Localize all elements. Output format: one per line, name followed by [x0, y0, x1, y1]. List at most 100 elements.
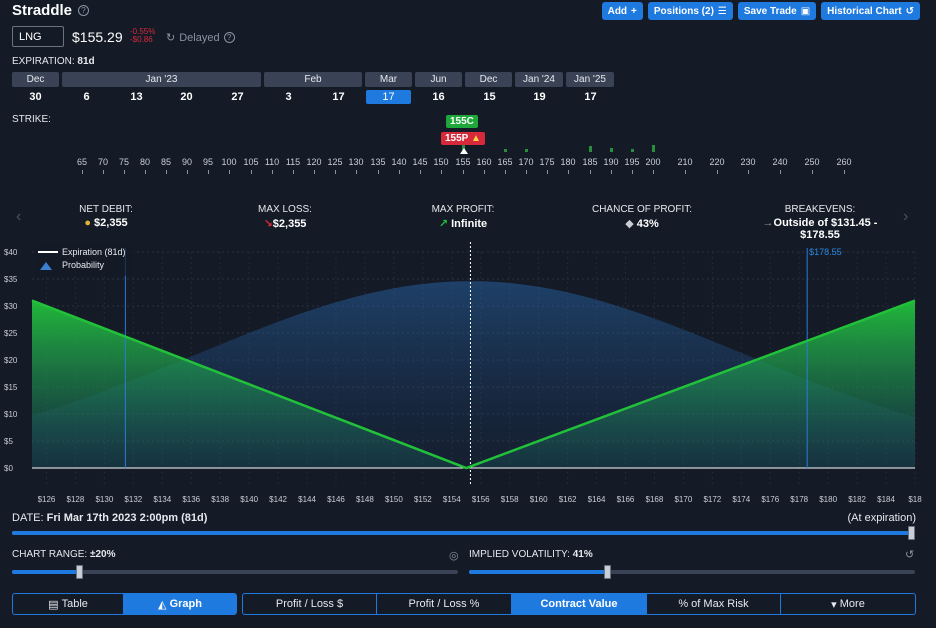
- right-arrow-icon: →: [762, 217, 774, 229]
- strike-19[interactable]: 160: [476, 157, 492, 167]
- undo-icon[interactable]: ↺: [905, 549, 915, 561]
- expiration-day-8[interactable]: 16: [432, 91, 445, 103]
- strike-17[interactable]: 150: [433, 157, 449, 167]
- chevron-down-icon: ▾: [831, 598, 837, 611]
- tab-profit-loss-pct[interactable]: Profit / Loss %: [377, 594, 512, 614]
- month-4[interactable]: Jun: [415, 72, 462, 87]
- strike-24[interactable]: 185: [582, 157, 598, 167]
- tab-profit-loss-dollar[interactable]: Profit / Loss $: [243, 594, 377, 614]
- strike-mark: [187, 170, 188, 174]
- tab-table[interactable]: ▤ Table: [13, 594, 125, 614]
- strike-26[interactable]: 195: [624, 157, 640, 167]
- add-button[interactable]: Add +: [601, 2, 643, 20]
- tab-graph[interactable]: ◭ Graph: [124, 594, 236, 614]
- refresh-icon[interactable]: ↻: [166, 32, 176, 44]
- strike-8[interactable]: 105: [243, 157, 259, 167]
- put-strike-badge-label: 155P: [445, 133, 469, 144]
- x-tick-label: $144: [298, 495, 316, 504]
- expiration-day-11[interactable]: 17: [584, 91, 597, 103]
- ticker-input[interactable]: [12, 26, 64, 47]
- range-slider-track[interactable]: [12, 570, 458, 574]
- strike-23[interactable]: 180: [560, 157, 576, 167]
- strike-30[interactable]: 230: [740, 157, 756, 167]
- strike-20[interactable]: 165: [497, 157, 513, 167]
- month-2[interactable]: Feb: [264, 72, 362, 87]
- strike-mark: [356, 170, 357, 174]
- table-icon: ▤: [48, 598, 59, 611]
- strike-13[interactable]: 130: [348, 157, 364, 167]
- strike-18[interactable]: 155: [455, 157, 471, 167]
- strike-14[interactable]: 135: [370, 157, 386, 167]
- payoff-line: [31, 299, 916, 470]
- strike-27[interactable]: 200: [645, 157, 661, 167]
- breakevens-label: BREAKEVENS:: [784, 204, 856, 215]
- strike-2[interactable]: 75: [118, 157, 130, 167]
- y-tick-label: $30: [4, 302, 18, 311]
- open-interest-bar: [525, 149, 528, 152]
- iv-reset-icon[interactable]: ◎: [449, 550, 459, 562]
- call-strike-badge[interactable]: 155C: [446, 115, 478, 128]
- stats-prev-icon[interactable]: ‹: [16, 208, 22, 225]
- expiration-value: 81d: [77, 56, 95, 67]
- strike-mark: [632, 170, 633, 174]
- strike-mark: [547, 170, 548, 174]
- strike-12[interactable]: 125: [327, 157, 343, 167]
- month-5[interactable]: Dec: [465, 72, 512, 87]
- historical-chart-button[interactable]: Historical Chart ↺: [821, 2, 920, 20]
- strike-31[interactable]: 240: [772, 157, 788, 167]
- help-icon[interactable]: ?: [78, 5, 90, 16]
- strike-1[interactable]: 70: [97, 157, 109, 167]
- put-strike-badge[interactable]: 155P ▲: [441, 132, 485, 145]
- strike-21[interactable]: 170: [518, 157, 534, 167]
- x-tick-label: $160: [530, 495, 548, 504]
- strike-29[interactable]: 220: [709, 157, 725, 167]
- stats-next-icon[interactable]: ›: [903, 208, 909, 225]
- strike-7[interactable]: 100: [221, 157, 237, 167]
- strike-15[interactable]: 140: [391, 157, 407, 167]
- expiration-day-2[interactable]: 13: [130, 91, 143, 103]
- strike-16[interactable]: 145: [412, 157, 428, 167]
- strike-mark: [335, 170, 336, 174]
- strike-22[interactable]: 175: [539, 157, 555, 167]
- expiration-day-0[interactable]: 30: [29, 91, 42, 103]
- y-tick-label: $15: [4, 383, 18, 392]
- month-1[interactable]: Jan '23: [62, 72, 261, 87]
- date-slider-thumb[interactable]: [908, 526, 915, 540]
- strike-25[interactable]: 190: [603, 157, 619, 167]
- expiration-day-1[interactable]: 6: [83, 91, 90, 103]
- expiration-day-4[interactable]: 27: [231, 91, 244, 103]
- month-3[interactable]: Mar: [365, 72, 412, 87]
- date-value: Fri Mar 17th 2023 2:00pm (81d): [46, 512, 208, 524]
- strike-28[interactable]: 210: [677, 157, 693, 167]
- month-0[interactable]: Dec: [12, 72, 59, 87]
- strike-11[interactable]: 120: [306, 157, 322, 167]
- positions-button[interactable]: Positions (2) ☰: [647, 2, 733, 20]
- expiration-day-9[interactable]: 15: [483, 91, 496, 103]
- month-7[interactable]: Jan '25: [566, 72, 614, 87]
- save-trade-button[interactable]: Save Trade ▣: [737, 2, 817, 20]
- strike-0[interactable]: 65: [76, 157, 88, 167]
- strike-32[interactable]: 250: [804, 157, 820, 167]
- strike-3[interactable]: 80: [139, 157, 151, 167]
- month-6[interactable]: Jan '24: [515, 72, 563, 87]
- strike-33[interactable]: 260: [836, 157, 852, 167]
- expiration-day-3[interactable]: 20: [180, 91, 193, 103]
- iv-slider-thumb[interactable]: [604, 565, 612, 579]
- expiration-day-10[interactable]: 19: [533, 91, 546, 103]
- strike-6[interactable]: 95: [202, 157, 214, 167]
- strike-10[interactable]: 115: [285, 157, 301, 167]
- expiration-day-6[interactable]: 17: [332, 91, 345, 103]
- x-tick-label: $184: [877, 495, 895, 504]
- tab-more[interactable]: ▾ More: [781, 594, 915, 614]
- tab-pct-max-risk[interactable]: % of Max Risk: [647, 594, 781, 614]
- iv-slider-track[interactable]: [469, 570, 915, 574]
- strike-5[interactable]: 90: [181, 157, 193, 167]
- profit-chart[interactable]: $178.55 $40$35$30$25$20$15$10$5$0 $126 $1…: [0, 242, 936, 510]
- expiration-day-5[interactable]: 3: [285, 91, 292, 103]
- delayed-help-icon[interactable]: ?: [223, 32, 235, 43]
- strike-4[interactable]: 85: [160, 157, 172, 167]
- tab-contract-value[interactable]: Contract Value: [512, 594, 647, 614]
- expiration-day-7[interactable]: 17: [366, 90, 411, 104]
- strike-9[interactable]: 110: [264, 157, 280, 167]
- range-slider-thumb[interactable]: [75, 565, 83, 579]
